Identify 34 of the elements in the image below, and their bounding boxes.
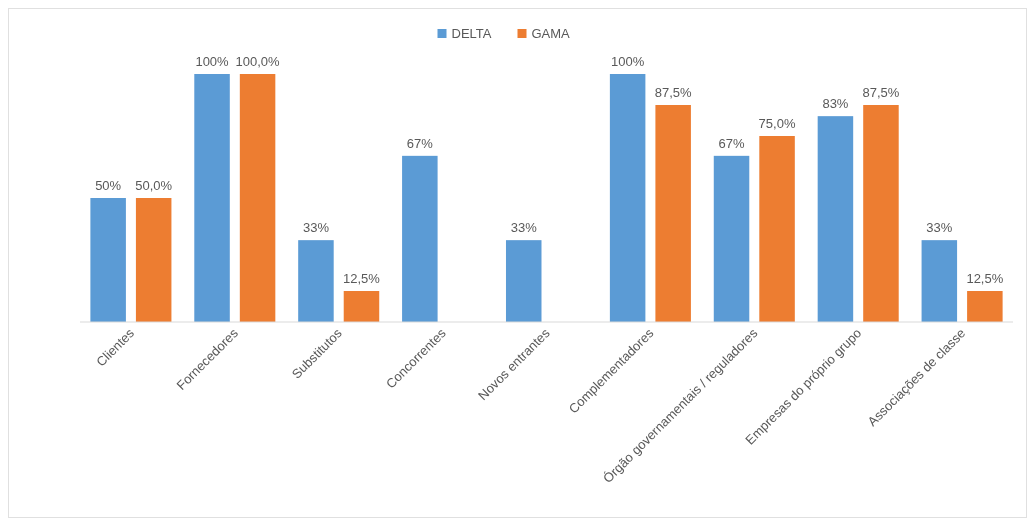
bar	[135, 198, 172, 322]
bar	[655, 105, 691, 322]
data-label: 33%	[302, 220, 330, 236]
bar	[921, 240, 958, 322]
data-label: 12,5%	[343, 271, 381, 286]
bar	[239, 74, 276, 322]
bar	[967, 291, 1003, 322]
data-label: 50,0%	[135, 178, 173, 193]
bar	[343, 291, 380, 322]
legend-label: GAMA	[531, 26, 571, 41]
data-label: 12,5%	[966, 271, 1004, 286]
data-label: 67%	[718, 135, 745, 151]
data-label: 75,0%	[758, 116, 796, 131]
data-label: 50%	[95, 178, 122, 193]
bar	[713, 155, 750, 322]
data-label: 100,0%	[235, 54, 281, 69]
legend-label: DELTA	[451, 26, 492, 41]
data-label: 100%	[195, 54, 230, 69]
bar	[505, 240, 542, 322]
bar	[298, 240, 334, 322]
bar	[759, 136, 795, 322]
data-label: 67%	[406, 135, 434, 151]
data-label: 83%	[822, 96, 849, 112]
data-label: 87,5%	[862, 85, 900, 100]
bar	[402, 155, 438, 322]
bar	[817, 116, 854, 322]
data-label: 100%	[611, 54, 645, 69]
bar	[609, 74, 646, 322]
data-label: 33%	[926, 220, 953, 236]
bar	[90, 198, 126, 322]
bar	[863, 105, 899, 322]
data-label: 87,5%	[654, 85, 693, 100]
data-label: 33%	[510, 220, 538, 236]
bar	[194, 74, 230, 322]
